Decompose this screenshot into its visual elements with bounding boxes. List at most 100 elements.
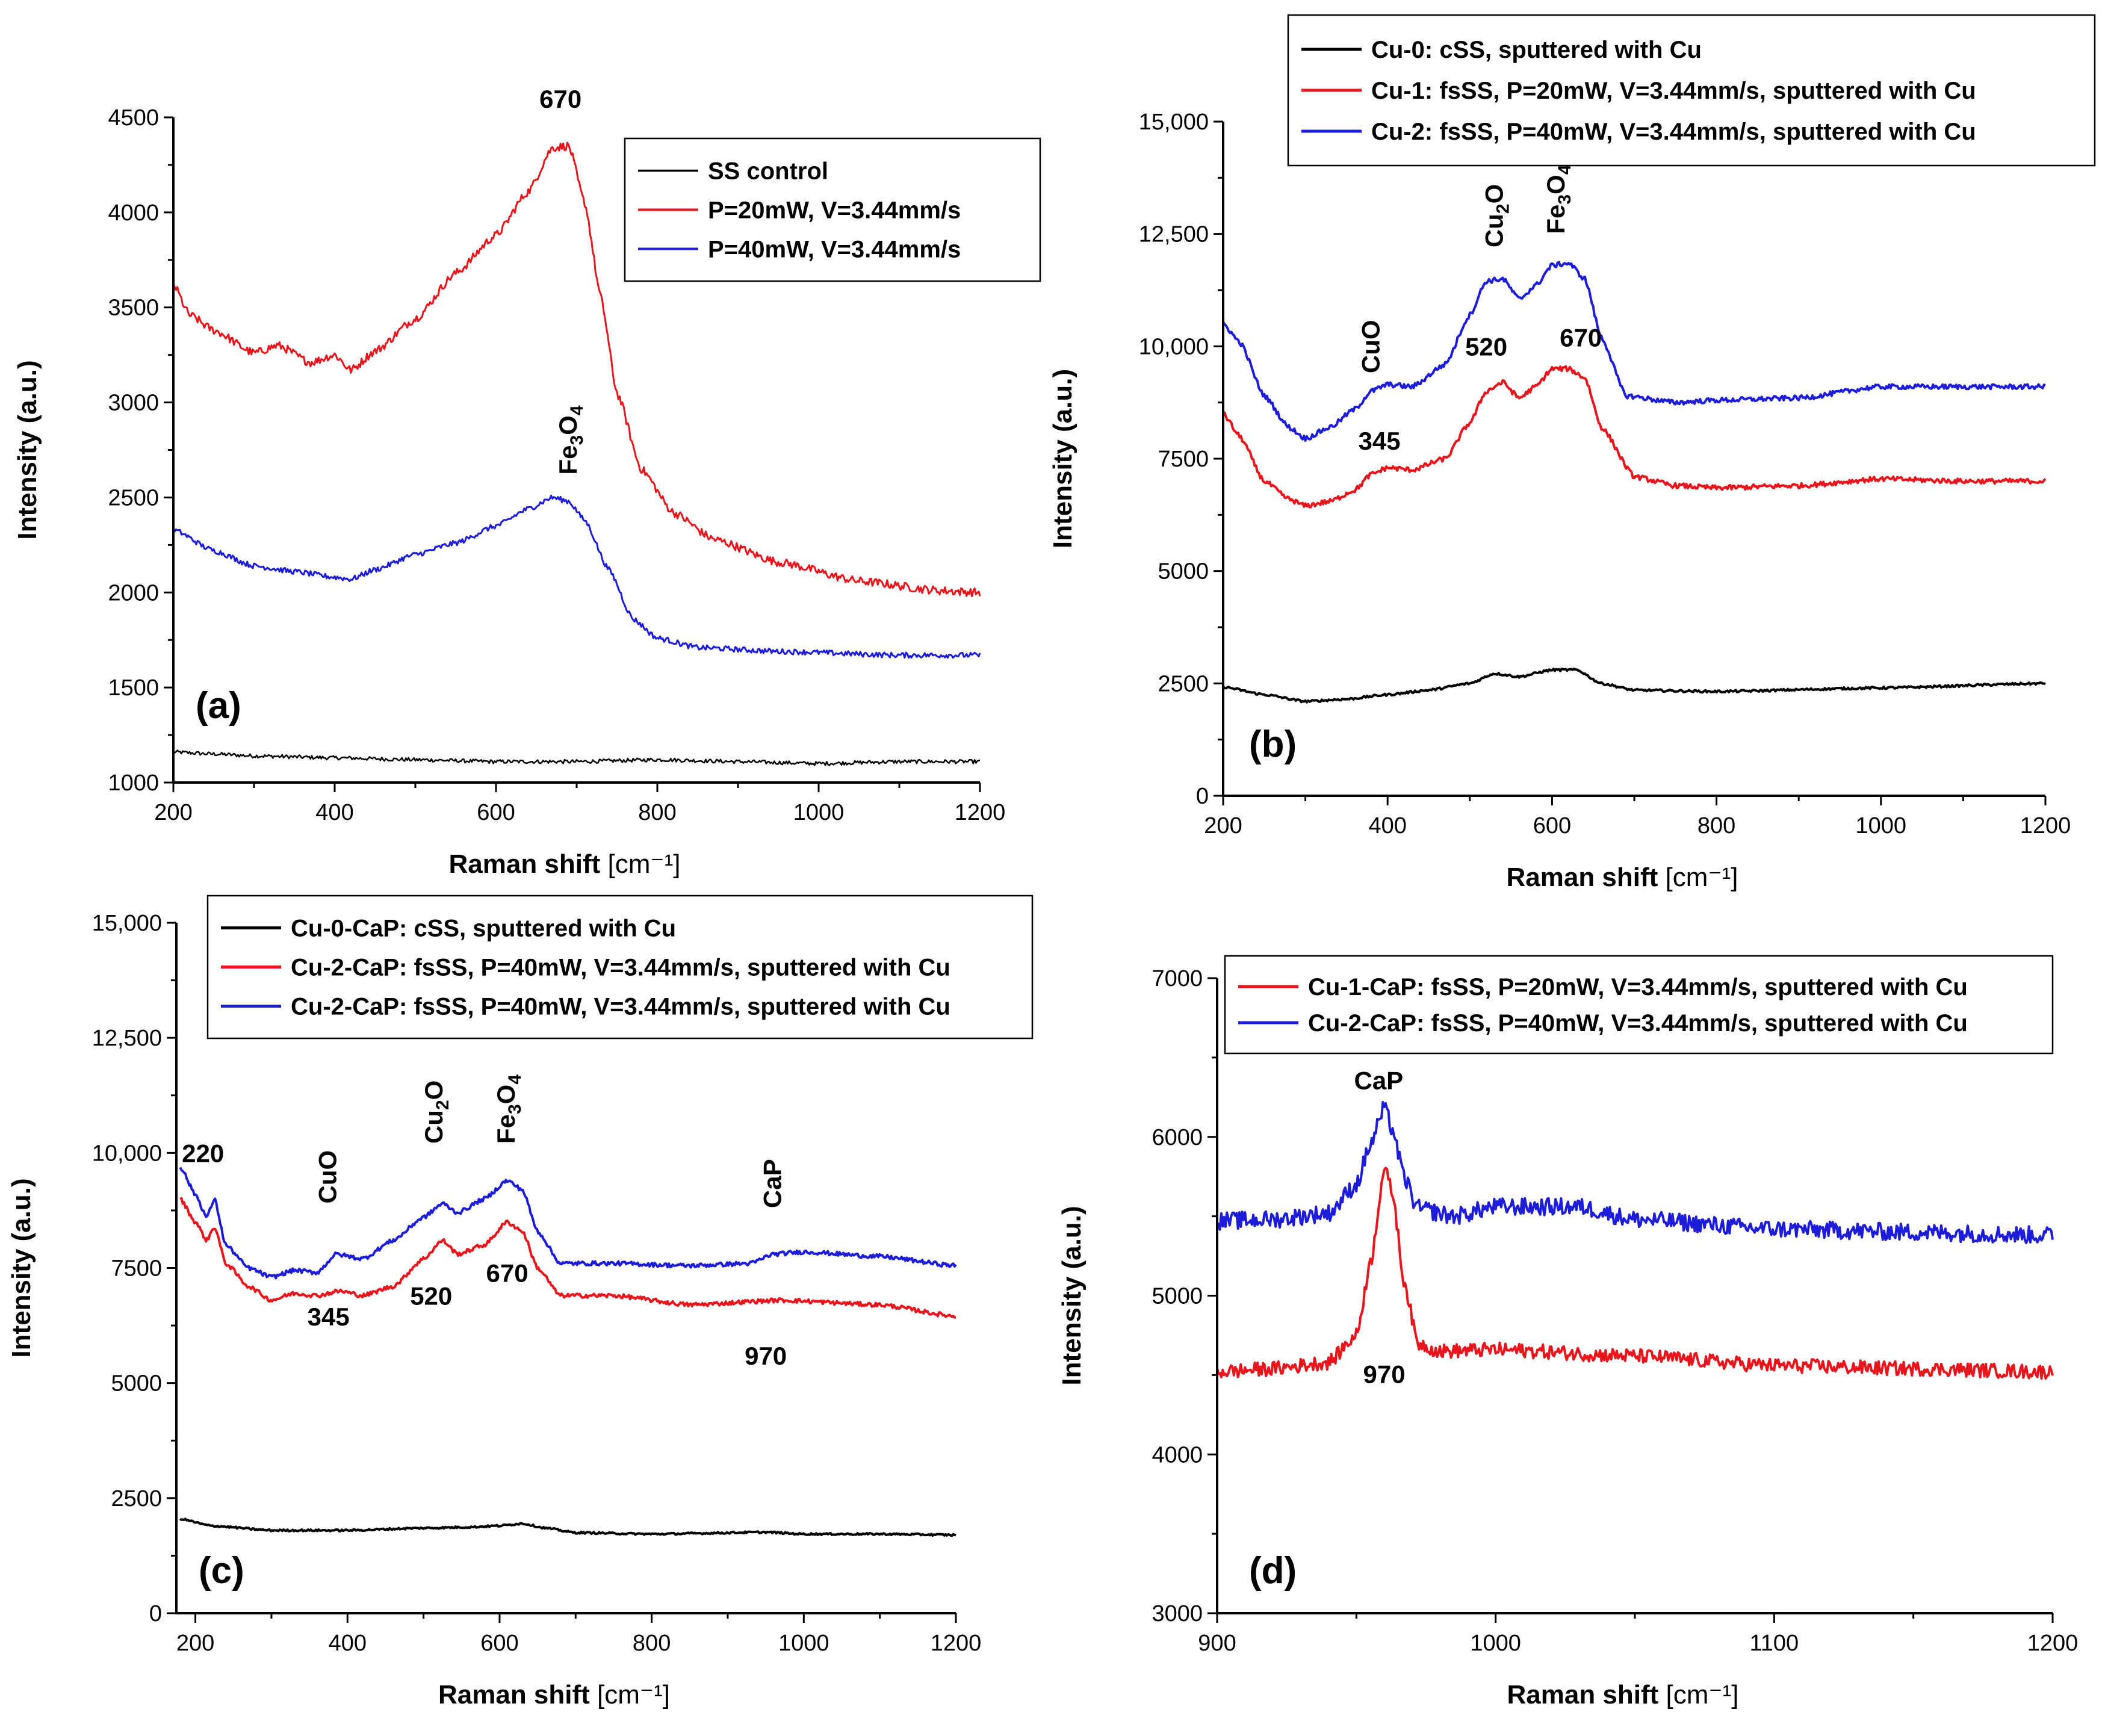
y-tick-label: 12,500 — [92, 1026, 162, 1051]
y-tick-label: 3000 — [1152, 1601, 1203, 1626]
peak-annotation: 970 — [745, 1342, 787, 1370]
y-axis-label: Intensity (a.u.) — [1057, 1206, 1087, 1385]
peak-annotation: Cu2O — [1480, 184, 1513, 247]
peak-annotation: 970 — [1363, 1360, 1406, 1389]
series-line-d-0 — [1216, 1167, 2054, 1380]
x-tick-label: 600 — [1533, 813, 1571, 839]
legend-entry: Cu-1-CaP: fsSS, P=20mW, V=3.44mm/s, sput… — [1308, 974, 1968, 1000]
x-tick-label: 1000 — [793, 800, 845, 825]
legend-box — [206, 894, 1034, 1040]
axes-b — [1222, 122, 2045, 797]
x-axis-label: Raman shift [cm⁻¹] — [1506, 863, 1738, 892]
y-tick-label: 2000 — [108, 580, 159, 606]
series-line-c-0 — [179, 1517, 956, 1537]
legend-entry: Cu-1: fsSS, P=20mW, V=3.44mm/s, sputtere… — [1371, 78, 1976, 104]
peak-annotation: Fe3O4 — [492, 1074, 525, 1144]
peak-annotation: CuO — [313, 1150, 341, 1204]
x-tick-label: 800 — [633, 1631, 671, 1656]
x-tick-label: 1200 — [931, 1631, 982, 1656]
y-tick-label: 2500 — [1158, 671, 1209, 696]
chart-a: 200 400 600 800 1000 1200 1000 1500 2000 2500 3000… — [13, 85, 1041, 879]
legend-entry: P=40mW, V=3.44mm/s — [708, 237, 961, 263]
legend-b: Cu-0: cSS, sputtered with Cu Cu-1: fsSS, … — [1287, 14, 2096, 167]
x-tick-label: 200 — [176, 1631, 214, 1656]
x-tick-label: 1200 — [2027, 1631, 2079, 1656]
peak-annotation: Fe3O4 — [554, 405, 587, 474]
peak-annotation: CaP — [1354, 1067, 1403, 1095]
y-axis-label: Intensity (a.u.) — [13, 360, 42, 539]
panel-label: (b) — [1249, 724, 1297, 765]
peak-annotation: 520 — [410, 1282, 452, 1310]
series-line-b-1 — [1222, 365, 2047, 509]
peak-annotation: CuO — [1357, 320, 1385, 373]
y-tick-label: 12,500 — [1139, 222, 1209, 247]
y-tick-label: 2500 — [111, 1486, 162, 1511]
panel-label: (c) — [199, 1550, 244, 1592]
x-tick-label: 600 — [477, 800, 515, 825]
chart-d: 900 1000 1100 1200 3000 4000 5000 6000 7000 Raman… — [1057, 955, 2079, 1710]
legend-entry: SS control — [708, 158, 828, 185]
y-tick-label: 10,000 — [1139, 334, 1209, 359]
legend-entry: Cu-0-CaP: cSS, sputtered with Cu — [291, 916, 676, 942]
panel-label: (a) — [196, 685, 241, 727]
series-line-a-0 — [173, 749, 981, 766]
legend-entry: Cu-2-CaP: fsSS, P=40mW, V=3.44mm/s, sput… — [1308, 1010, 1968, 1037]
chart-c: 200 400 600 800 1000 1200 0 2500 5000 7500 10,000 1… — [7, 894, 1034, 1710]
y-tick-label: 3500 — [108, 296, 159, 321]
y-tick-label: 2500 — [108, 485, 159, 510]
peak-annotation: Fe3O4 — [1542, 164, 1575, 234]
x-tick-label: 900 — [1198, 1631, 1236, 1656]
peak-annotation: 345 — [308, 1303, 350, 1331]
y-tick-label: 1000 — [108, 770, 159, 796]
x-tick-label: 1000 — [1470, 1631, 1521, 1656]
y-tick-label: 15,000 — [92, 911, 162, 936]
y-tick-label: 3000 — [108, 391, 159, 416]
legend-a: SS control P=20mW, V=3.44mm/s P=40mW, V=3.… — [624, 137, 1041, 282]
legend-box — [1287, 14, 2096, 167]
x-tick-label: 600 — [480, 1631, 518, 1656]
y-axis-label: Intensity (a.u.) — [1048, 369, 1077, 548]
series-line-c-1 — [179, 1197, 956, 1319]
panel-label: (d) — [1249, 1550, 1297, 1592]
y-tick-label: 1500 — [108, 675, 159, 701]
x-axis-label: Raman shift [cm⁻¹] — [1507, 1680, 1738, 1710]
legend-entry: P=20mW, V=3.44mm/s — [708, 197, 961, 224]
x-tick-label: 1100 — [1749, 1631, 1799, 1656]
y-tick-label: 5000 — [1158, 559, 1209, 584]
peak-annotation: 520 — [1465, 332, 1507, 361]
y-tick-label: 5000 — [1152, 1284, 1203, 1309]
x-tick-label: 1000 — [778, 1631, 829, 1656]
peak-annotation: 345 — [1359, 427, 1401, 455]
y-tick-label: 0 — [149, 1601, 162, 1626]
legend-c: Cu-0-CaP: cSS, sputtered with Cu Cu-2-CaP… — [206, 894, 1034, 1040]
legend-entry: Cu-0: cSS, sputtered with Cu — [1371, 37, 1702, 63]
peak-annotation: 670 — [539, 85, 581, 113]
y-tick-label: 7500 — [1158, 447, 1209, 472]
y-tick-label: 7500 — [111, 1256, 162, 1282]
x-tick-label: 800 — [638, 800, 676, 825]
x-tick-label: 400 — [329, 1631, 367, 1656]
series-line-b-0 — [1222, 668, 2046, 704]
series-line-d-1 — [1216, 1101, 2054, 1244]
peak-annotation: Cu2O — [420, 1080, 453, 1144]
x-tick-label: 1000 — [1856, 813, 1907, 839]
legend-entry: Cu-2-CaP: fsSS, P=40mW, V=3.44mm/s, sput… — [291, 955, 950, 981]
legend-entry: Cu-2-CaP: fsSS, P=40mW, V=3.44mm/s, sput… — [291, 994, 950, 1020]
legend-box — [1224, 955, 2054, 1055]
y-axis-label: Intensity (a.u.) — [7, 1178, 36, 1357]
x-tick-label: 1200 — [2020, 813, 2071, 839]
x-tick-label: 800 — [1697, 813, 1735, 839]
peak-annotation: 670 — [486, 1259, 529, 1287]
peak-annotation: CaP — [758, 1159, 786, 1208]
y-tick-label: 7000 — [1152, 966, 1203, 991]
peak-annotation: 220 — [182, 1139, 224, 1168]
y-tick-label: 10,000 — [92, 1141, 162, 1166]
x-tick-label: 200 — [154, 800, 192, 825]
legend-entry: Cu-2: fsSS, P=40mW, V=3.44mm/s, sputtere… — [1371, 119, 1976, 145]
x-tick-label: 400 — [315, 800, 353, 825]
x-tick-label: 200 — [1204, 813, 1242, 839]
x-tick-label: 1200 — [955, 800, 1006, 825]
series-line-b-2 — [1222, 261, 2046, 442]
y-tick-label: 5000 — [111, 1371, 162, 1397]
